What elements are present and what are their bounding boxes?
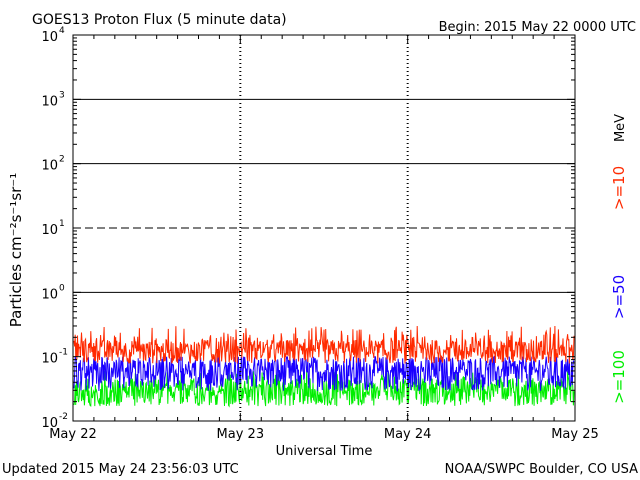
y-tick-label: 10 -2 xyxy=(41,412,68,431)
svg-text:2: 2 xyxy=(59,155,65,165)
svg-text:10: 10 xyxy=(41,223,58,238)
svg-text:-1: -1 xyxy=(59,348,68,358)
svg-text:10: 10 xyxy=(41,159,58,174)
legend-entry: >=100 xyxy=(610,350,628,404)
legend: >=10 >=50 >=100 xyxy=(610,166,628,404)
svg-text:10: 10 xyxy=(41,94,58,109)
y-axis-label: Particles cm⁻²s⁻¹sr⁻¹ xyxy=(7,173,25,327)
x-tick-label: May 23 xyxy=(217,427,265,442)
y-tick-label: 10 4 xyxy=(41,26,65,45)
y-tick-label: 10 2 xyxy=(41,155,64,174)
svg-text:4: 4 xyxy=(59,26,65,36)
legend-entry: >=10 xyxy=(610,166,628,210)
updated-timestamp: Updated 2015 May 24 23:56:03 UTC xyxy=(2,462,239,477)
svg-text:10: 10 xyxy=(41,352,58,367)
x-tick-label: May 25 xyxy=(551,427,599,442)
day-markers xyxy=(239,35,409,421)
series-layer xyxy=(73,325,575,408)
x-axis-label: Universal Time xyxy=(276,444,373,459)
svg-text:0: 0 xyxy=(59,283,65,293)
y-tick-label: 10 3 xyxy=(41,90,64,109)
svg-text:3: 3 xyxy=(59,90,65,100)
begin-label: Begin: 2015 May 22 0000 UTC xyxy=(439,20,636,35)
svg-text:10: 10 xyxy=(41,30,58,45)
x-tick-label: May 24 xyxy=(384,427,432,442)
chart-title: GOES13 Proton Flux (5 minute data) xyxy=(32,12,287,28)
series-line xyxy=(73,355,575,393)
series-line xyxy=(73,371,575,408)
svg-text:1: 1 xyxy=(59,219,65,229)
source-credit: NOAA/SWPC Boulder, CO USA xyxy=(445,462,638,477)
y-tick-label: 10 1 xyxy=(41,219,64,238)
svg-text:-2: -2 xyxy=(59,412,68,422)
y-tick-label: 10 0 xyxy=(41,283,65,302)
svg-text:10: 10 xyxy=(41,287,58,302)
y-tick-label: 10 -1 xyxy=(41,348,68,367)
legend-entry: >=50 xyxy=(610,275,628,319)
reference-lines xyxy=(73,98,575,293)
x-axis-ticks: May 22 May 23 May 24 May 25 xyxy=(49,35,599,442)
x-tick-label: May 22 xyxy=(49,427,97,442)
svg-text:10: 10 xyxy=(41,416,58,431)
unit-label: MeV xyxy=(613,114,628,142)
series-line xyxy=(73,325,575,364)
